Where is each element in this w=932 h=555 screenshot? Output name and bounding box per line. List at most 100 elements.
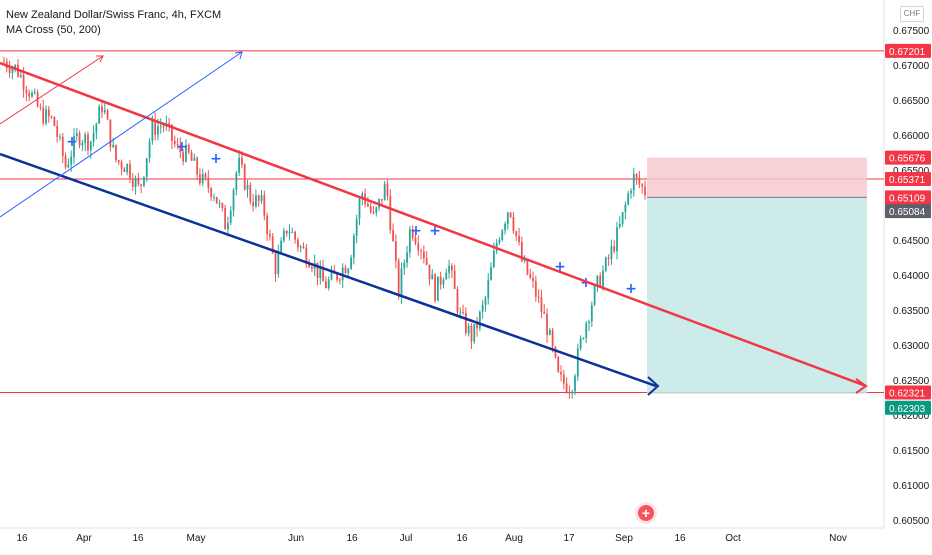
candle-body[interactable] (635, 174, 638, 178)
price-label-box[interactable] (885, 400, 931, 415)
candle-body[interactable] (523, 259, 526, 262)
candle-body[interactable] (229, 210, 232, 223)
candle-body[interactable] (411, 229, 414, 238)
candle-body[interactable] (484, 298, 487, 305)
candle-body[interactable] (207, 177, 210, 189)
candle-body[interactable] (157, 126, 159, 135)
candle-body[interactable] (249, 185, 252, 202)
candle-body[interactable] (221, 203, 224, 209)
candle-body[interactable] (269, 234, 271, 237)
candle-body[interactable] (344, 267, 347, 274)
candle-body[interactable] (134, 178, 137, 188)
candle-body[interactable] (131, 179, 134, 188)
candle-body[interactable] (148, 141, 151, 159)
candle-body[interactable] (473, 323, 476, 342)
candle-body[interactable] (548, 330, 551, 335)
candle-body[interactable] (176, 144, 179, 146)
candle-body[interactable] (414, 237, 417, 244)
ma-cross-marker[interactable]: + (625, 281, 637, 297)
candle-body[interactable] (14, 64, 17, 69)
candle-body[interactable] (406, 252, 408, 263)
candle-body[interactable] (526, 259, 529, 275)
ma-cross-marker[interactable]: + (554, 259, 566, 275)
candle-body[interactable] (280, 240, 283, 253)
candle-body[interactable] (512, 216, 515, 232)
candle-body[interactable] (431, 274, 434, 280)
candle-body[interactable] (109, 119, 112, 147)
candle-body[interactable] (453, 270, 456, 290)
candle-body[interactable] (193, 157, 196, 161)
candle-body[interactable] (129, 164, 131, 180)
candle-body[interactable] (579, 338, 582, 349)
candle-body[interactable] (291, 231, 294, 233)
candle-body[interactable] (204, 173, 207, 178)
price-label-box[interactable] (885, 43, 931, 58)
candle-body[interactable] (386, 183, 389, 196)
candle-body[interactable] (218, 203, 221, 205)
candle-body[interactable] (213, 196, 215, 198)
currency-badge[interactable]: CHF (900, 6, 924, 22)
candle-body[interactable] (481, 304, 484, 312)
price-label-box[interactable] (885, 150, 931, 165)
candle-body[interactable] (554, 346, 557, 357)
candle-body[interactable] (299, 246, 302, 248)
candle-body[interactable] (112, 144, 115, 147)
candle-body[interactable] (616, 227, 618, 252)
candle-body[interactable] (53, 117, 56, 126)
candle-body[interactable] (562, 374, 565, 384)
candle-body[interactable] (305, 248, 308, 265)
candle-body[interactable] (428, 264, 431, 280)
candle-body[interactable] (316, 262, 319, 279)
candle-body[interactable] (115, 144, 117, 161)
candle-body[interactable] (19, 74, 22, 77)
candle-body[interactable] (75, 133, 78, 136)
candle-body[interactable] (241, 158, 243, 165)
candle-body[interactable] (439, 276, 442, 285)
candle-body[interactable] (540, 297, 543, 312)
candle-body[interactable] (602, 270, 604, 288)
candle-body[interactable] (442, 279, 445, 285)
candle-body[interactable] (467, 325, 470, 334)
ma-cross-marker[interactable]: + (176, 139, 188, 155)
candle-body[interactable] (283, 230, 285, 241)
candle-body[interactable] (3, 61, 5, 63)
ma-cross-marker[interactable]: + (580, 275, 592, 291)
candle-body[interactable] (190, 152, 193, 161)
candle-body[interactable] (70, 156, 73, 165)
candle-body[interactable] (42, 107, 45, 124)
candle-body[interactable] (422, 251, 425, 259)
candle-body[interactable] (182, 152, 185, 162)
resistance-trendline[interactable] (0, 61, 867, 388)
candle-body[interactable] (621, 212, 624, 225)
candle-body[interactable] (383, 183, 386, 201)
candle-body[interactable] (330, 270, 333, 280)
candle-body[interactable] (574, 376, 576, 392)
candle-body[interactable] (324, 281, 327, 289)
candle-body[interactable] (436, 276, 439, 301)
candle-body[interactable] (308, 264, 311, 268)
candle-body[interactable] (196, 157, 199, 175)
candle-body[interactable] (288, 232, 291, 234)
candle-body[interactable] (546, 313, 548, 335)
candle-body[interactable] (126, 164, 129, 172)
candle-body[interactable] (576, 348, 579, 377)
candle-body[interactable] (498, 240, 501, 243)
candle-body[interactable] (347, 268, 350, 274)
candle-body[interactable] (613, 246, 616, 252)
candle-body[interactable] (11, 68, 14, 73)
support-trendline[interactable] (0, 152, 657, 388)
candle-body[interactable] (201, 173, 204, 184)
candle-body[interactable] (350, 257, 352, 269)
candle-body[interactable] (604, 257, 607, 271)
candle-body[interactable] (495, 242, 498, 251)
candle-body[interactable] (56, 125, 59, 138)
price-label-box[interactable] (885, 385, 931, 400)
candle-body[interactable] (515, 231, 518, 236)
candle-body[interactable] (171, 124, 173, 141)
candle-body[interactable] (145, 158, 148, 177)
projection-arrow-line[interactable] (0, 51, 243, 218)
candle-body[interactable] (389, 195, 392, 230)
candle-body[interactable] (327, 279, 330, 289)
candle-body[interactable] (518, 235, 520, 243)
